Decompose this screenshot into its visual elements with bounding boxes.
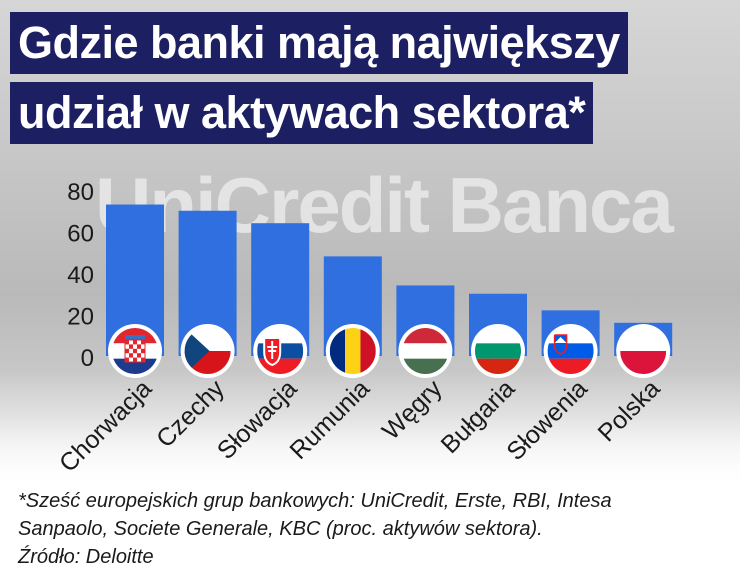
chart-title-line-1: Gdzie banki mają największy bbox=[10, 12, 628, 74]
y-tick-label: 60 bbox=[67, 221, 94, 248]
slovakia-flag-icon bbox=[253, 324, 308, 378]
x-tick-label: Rumunia bbox=[284, 374, 375, 465]
flags bbox=[108, 324, 671, 378]
bulgaria-flag-icon bbox=[471, 324, 525, 378]
x-tick-label: Słowenia bbox=[501, 374, 593, 466]
x-tick-label: Węgry bbox=[377, 374, 448, 445]
y-tick-label: 20 bbox=[67, 304, 94, 331]
y-tick-label: 80 bbox=[67, 179, 94, 206]
footnote-line-2: Sanpaolo, Societe Generale, KBC (proc. a… bbox=[18, 518, 543, 540]
x-tick-label: Polska bbox=[593, 374, 666, 447]
x-tick-label: Słowacja bbox=[212, 374, 303, 465]
romania-flag-icon bbox=[325, 324, 380, 378]
hungary-flag-icon bbox=[398, 324, 453, 378]
poland-flag-icon bbox=[616, 324, 671, 378]
croatia-flag-icon bbox=[108, 324, 162, 378]
chart-title-line-2: udział w aktywach sektora* bbox=[10, 82, 594, 144]
bar-chart: 0 20 40 60 80 ChorwacjaCzechySłowacjaRumunia… bbox=[54, 179, 673, 478]
footnote-line-1: *Sześć europejskich grup bankowych: UniC… bbox=[18, 490, 612, 512]
czechia-flag-icon bbox=[180, 324, 235, 378]
footnote: *Sześć europejskich grup bankowych: UniC… bbox=[18, 487, 728, 571]
source-note: Źródło: Deloitte bbox=[18, 546, 154, 568]
y-axis: 0 20 40 60 80 bbox=[67, 179, 94, 372]
y-tick-label: 0 bbox=[81, 345, 94, 372]
y-tick-label: 40 bbox=[67, 262, 94, 289]
x-tick-label: Chorwacja bbox=[54, 374, 157, 477]
slovenia-flag-icon bbox=[543, 324, 598, 378]
